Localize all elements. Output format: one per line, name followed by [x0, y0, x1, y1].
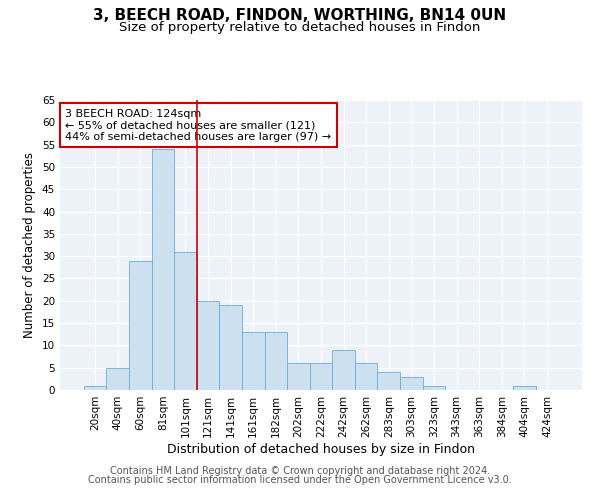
Text: Contains public sector information licensed under the Open Government Licence v3: Contains public sector information licen…: [88, 475, 512, 485]
Bar: [287, 363, 310, 390]
Bar: [310, 363, 332, 390]
Bar: [513, 386, 536, 390]
Bar: [197, 301, 220, 390]
Bar: [355, 363, 377, 390]
Bar: [332, 350, 355, 390]
Bar: [377, 372, 400, 390]
Text: Distribution of detached houses by size in Findon: Distribution of detached houses by size …: [167, 442, 475, 456]
Bar: [422, 386, 445, 390]
Bar: [174, 252, 197, 390]
Bar: [220, 305, 242, 390]
Text: 3, BEECH ROAD, FINDON, WORTHING, BN14 0UN: 3, BEECH ROAD, FINDON, WORTHING, BN14 0U…: [94, 8, 506, 22]
Text: Size of property relative to detached houses in Findon: Size of property relative to detached ho…: [119, 21, 481, 34]
Bar: [242, 332, 265, 390]
Text: 3 BEECH ROAD: 124sqm
← 55% of detached houses are smaller (121)
44% of semi-deta: 3 BEECH ROAD: 124sqm ← 55% of detached h…: [65, 108, 331, 142]
Bar: [400, 376, 422, 390]
Bar: [129, 260, 152, 390]
Text: Contains HM Land Registry data © Crown copyright and database right 2024.: Contains HM Land Registry data © Crown c…: [110, 466, 490, 476]
Y-axis label: Number of detached properties: Number of detached properties: [23, 152, 37, 338]
Bar: [265, 332, 287, 390]
Bar: [84, 386, 106, 390]
Bar: [106, 368, 129, 390]
Bar: [152, 149, 174, 390]
